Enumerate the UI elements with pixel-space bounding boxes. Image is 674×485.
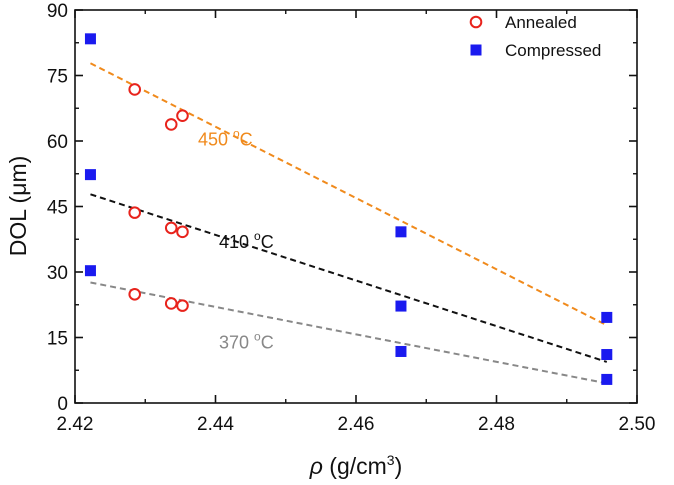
fit-label-unit: C <box>240 129 253 149</box>
fit-label-value: 450 <box>198 129 233 149</box>
compressed-point <box>84 169 96 181</box>
fit-line <box>90 193 608 363</box>
fit-label-degree: o <box>233 126 240 140</box>
y-tick-label: 15 <box>47 329 68 350</box>
legend: Annealed Compressed <box>469 13 601 60</box>
compressed-point <box>84 33 96 45</box>
x-axis-title: ρ (g/cm3) <box>309 452 403 479</box>
x-axis-symbol: ρ <box>309 453 323 479</box>
fit-label: 370 oC <box>219 329 274 352</box>
x-tick-label: 2.50 <box>619 414 656 435</box>
y-tick-label: 45 <box>47 198 68 219</box>
annealed-point <box>128 206 142 219</box>
compressed-point <box>84 265 96 277</box>
fit-label-unit: C <box>261 332 274 352</box>
annealed-point <box>164 118 178 131</box>
y-tick-label: 30 <box>47 263 68 284</box>
annealed-point <box>176 225 189 239</box>
x-tick-label: 2.42 <box>57 414 94 435</box>
fit-label-degree: o <box>254 329 261 343</box>
compressed-point <box>601 349 613 361</box>
fit-label-value: 370 <box>219 332 254 352</box>
compressed-point <box>601 311 613 323</box>
data-points-layer <box>84 33 613 385</box>
annealed-point <box>128 83 142 96</box>
fit-label: 410 oC <box>219 229 274 252</box>
axes-layer: 2.42 2.44 2.46 2.48 2.50 0 15 30 45 60 75 90 <box>47 1 656 435</box>
compressed-point <box>395 226 407 238</box>
legend-annealed-marker <box>469 15 483 29</box>
compressed-point <box>395 300 407 312</box>
y-tick-label: 0 <box>57 394 68 415</box>
legend-label: Compressed <box>505 41 601 60</box>
fit-label-unit: C <box>261 232 274 252</box>
fit-line <box>90 281 607 385</box>
x-axis-unit-superscript: 3 <box>387 452 395 468</box>
annealed-point <box>128 287 142 301</box>
legend-compressed-marker <box>470 44 482 56</box>
fit-label: 450 oC <box>198 126 253 149</box>
fit-label-degree: o <box>254 229 261 243</box>
annealed-point <box>164 297 178 310</box>
annealed-point <box>176 299 189 312</box>
y-tick-label: 75 <box>47 67 68 88</box>
y-tick-label: 90 <box>47 1 68 22</box>
fit-lines-layer <box>90 62 608 385</box>
x-tick-label: 2.44 <box>197 414 234 435</box>
compressed-point <box>601 373 613 385</box>
y-tick-label: 60 <box>47 132 68 153</box>
x-axis-unit-close: ) <box>395 453 403 479</box>
y-axis-title: DOL (μm) <box>5 156 31 257</box>
x-tick-label: 2.48 <box>478 414 515 435</box>
annealed-point <box>176 109 189 122</box>
fit-label-value: 410 <box>219 232 254 252</box>
fit-line <box>90 62 608 327</box>
annealed-point <box>164 221 178 235</box>
legend-label: Annealed <box>505 13 577 32</box>
x-tick-label: 2.46 <box>338 414 375 435</box>
compressed-point <box>395 345 407 357</box>
x-axis-unit: (g/cm <box>323 453 387 479</box>
